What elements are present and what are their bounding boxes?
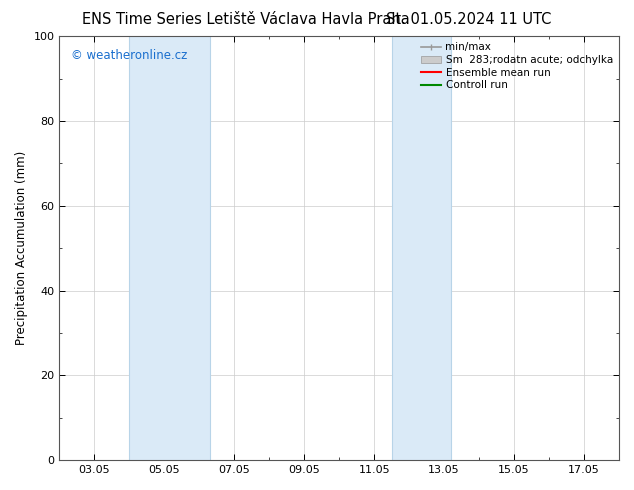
Text: ENS Time Series Letiště Václava Havla Praha: ENS Time Series Letiště Václava Havla Pr…: [82, 12, 410, 27]
Text: © weatheronline.cz: © weatheronline.cz: [70, 49, 187, 62]
Text: St. 01.05.2024 11 UTC: St. 01.05.2024 11 UTC: [386, 12, 552, 27]
Legend: min/max, Sm  283;rodatn acute; odchylka, Ensemble mean run, Controll run: min/max, Sm 283;rodatn acute; odchylka, …: [417, 38, 617, 95]
Bar: [129, 36, 210, 460]
Bar: [392, 36, 451, 460]
Y-axis label: Precipitation Accumulation (mm): Precipitation Accumulation (mm): [15, 151, 28, 345]
